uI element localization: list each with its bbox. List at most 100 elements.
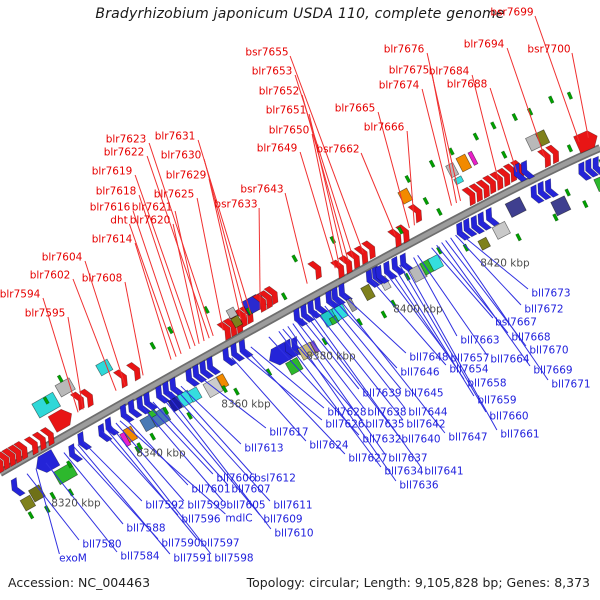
gene-label-bll7660[interactable]: bll7660: [489, 411, 528, 423]
gene-feature[interactable]: [297, 303, 316, 325]
gene-label-bll7599[interactable]: bll7599: [187, 500, 226, 512]
gene-feature[interactable]: [545, 143, 563, 165]
gene-feature[interactable]: [23, 435, 42, 456]
gene-label-blr7620[interactable]: blr7620: [130, 215, 171, 227]
gene-feature[interactable]: [353, 244, 371, 266]
gene-feature[interactable]: [427, 253, 445, 272]
gene-label-bll7673[interactable]: bll7673: [531, 288, 570, 300]
gene-feature[interactable]: [65, 443, 84, 465]
gene-feature[interactable]: [95, 358, 114, 377]
gene-label-blr7676[interactable]: blr7676: [384, 44, 425, 56]
gene-label-blr7621[interactable]: blr7621: [132, 202, 173, 214]
gene-label-blr7604[interactable]: blr7604: [42, 252, 83, 264]
gene-label-bll7609[interactable]: bll7609: [263, 514, 302, 526]
gene-label-bll7669[interactable]: bll7669: [533, 365, 572, 377]
gene-feature[interactable]: [455, 153, 473, 173]
gene-feature[interactable]: [0, 453, 7, 475]
gene-feature[interactable]: [307, 259, 325, 281]
gene-feature[interactable]: [182, 367, 201, 389]
gene-feature[interactable]: [39, 425, 58, 447]
gene-label-blr7625[interactable]: blr7625: [154, 189, 195, 201]
gene-label-dht[interactable]: dht: [110, 215, 127, 227]
gene-feature[interactable]: [550, 195, 572, 217]
gene-label-blr7649[interactable]: blr7649: [257, 143, 298, 155]
gene-feature[interactable]: [582, 157, 600, 179]
gene-label-blr7666[interactable]: blr7666: [364, 122, 405, 134]
gene-label-bll7654[interactable]: bll7654: [449, 364, 489, 376]
gene-feature[interactable]: [575, 161, 593, 183]
gene-feature[interactable]: [496, 166, 514, 188]
gene-feature[interactable]: [186, 386, 203, 403]
gene-label-mdlC[interactable]: mdlC: [225, 513, 252, 525]
gene-feature[interactable]: [461, 185, 479, 207]
gene-feature[interactable]: [475, 178, 493, 200]
gene-feature[interactable]: [196, 359, 215, 381]
gene-feature[interactable]: [19, 494, 37, 512]
gene-feature[interactable]: [460, 217, 478, 239]
gene-label-blr7653[interactable]: blr7653: [252, 66, 293, 78]
gene-feature[interactable]: [491, 220, 511, 240]
gene-feature[interactable]: [225, 306, 238, 320]
gene-label-blr7616[interactable]: blr7616: [90, 202, 131, 214]
gene-label-bll7642[interactable]: bll7642: [406, 419, 445, 431]
gene-label-bll7596[interactable]: bll7596: [181, 514, 221, 526]
gene-label-bll7664[interactable]: bll7664: [490, 354, 530, 366]
gene-label-blr7608[interactable]: blr7608: [82, 273, 123, 285]
gene-feature[interactable]: [215, 373, 230, 389]
gene-label-blr7688[interactable]: blr7688: [447, 79, 488, 91]
gene-feature[interactable]: [468, 182, 486, 203]
gene-label-bsr7699[interactable]: bsr7699: [490, 7, 533, 19]
gene-label-bll7639[interactable]: bll7639: [362, 388, 401, 400]
gene-feature[interactable]: [13, 439, 32, 461]
gene-feature[interactable]: [542, 178, 560, 200]
gene-feature[interactable]: [474, 211, 493, 233]
gene-label-bll7672[interactable]: bll7672: [524, 304, 563, 316]
gene-label-bsl7667[interactable]: bsl7667: [495, 317, 537, 329]
gene-label-blr7629[interactable]: blr7629: [166, 170, 207, 182]
gene-label-bll7663[interactable]: bll7663: [460, 335, 499, 347]
gene-label-blr7694[interactable]: blr7694: [464, 39, 505, 51]
gene-feature[interactable]: [189, 363, 208, 385]
gene-feature[interactable]: [388, 255, 406, 277]
gene-label-bll7641[interactable]: bll7641: [424, 466, 463, 478]
gene-label-bsr7700[interactable]: bsr7700: [527, 44, 570, 56]
gene-feature[interactable]: [31, 391, 62, 419]
gene-label-bll7584[interactable]: bll7584: [120, 551, 160, 563]
gene-feature[interactable]: [361, 239, 379, 260]
gene-label-bll7637[interactable]: bll7637: [388, 453, 427, 465]
gene-feature[interactable]: [573, 128, 600, 154]
gene-feature[interactable]: [372, 264, 390, 286]
gene-label-blr7665[interactable]: blr7665: [335, 103, 376, 115]
gene-label-bll7598[interactable]: bll7598: [214, 553, 253, 565]
gene-label-bll7645[interactable]: bll7645: [404, 388, 443, 400]
gene-feature[interactable]: [122, 425, 139, 444]
gene-feature[interactable]: [397, 187, 414, 205]
gene-feature[interactable]: [407, 202, 425, 224]
gene-label-bsr7643[interactable]: bsr7643: [240, 184, 283, 196]
gene-feature[interactable]: [31, 430, 50, 452]
gene-label-bll7610[interactable]: bll7610: [274, 528, 313, 540]
gene-label-bll7671[interactable]: bll7671: [551, 379, 590, 391]
gene-feature[interactable]: [8, 477, 26, 499]
gene-feature[interactable]: [47, 406, 76, 433]
gene-feature[interactable]: [502, 162, 520, 183]
gene-feature[interactable]: [7, 443, 26, 464]
gene-label-bll7648[interactable]: bll7648: [409, 352, 448, 364]
gene-feature[interactable]: [482, 206, 501, 228]
gene-feature[interactable]: [467, 214, 486, 236]
gene-feature[interactable]: [203, 355, 222, 377]
gene-label-bll7640[interactable]: bll7640: [401, 434, 440, 446]
gene-label-blr7614[interactable]: blr7614: [92, 234, 133, 246]
gene-feature[interactable]: [337, 254, 355, 275]
gene-label-bll7636[interactable]: bll7636: [399, 480, 439, 492]
gene-label-bsl7612[interactable]: bsl7612: [254, 473, 296, 485]
gene-label-bll7657[interactable]: bll7657: [450, 353, 489, 365]
gene-feature[interactable]: [363, 268, 381, 290]
gene-feature[interactable]: [133, 395, 152, 417]
gene-label-bll7661[interactable]: bll7661: [500, 429, 539, 441]
gene-label-bll7588[interactable]: bll7588: [126, 523, 165, 535]
gene-feature[interactable]: [453, 221, 471, 243]
gene-label-blr7674[interactable]: blr7674: [379, 80, 420, 92]
gene-label-blr7652[interactable]: blr7652: [259, 86, 300, 98]
gene-label-blr7622[interactable]: blr7622: [104, 147, 145, 159]
